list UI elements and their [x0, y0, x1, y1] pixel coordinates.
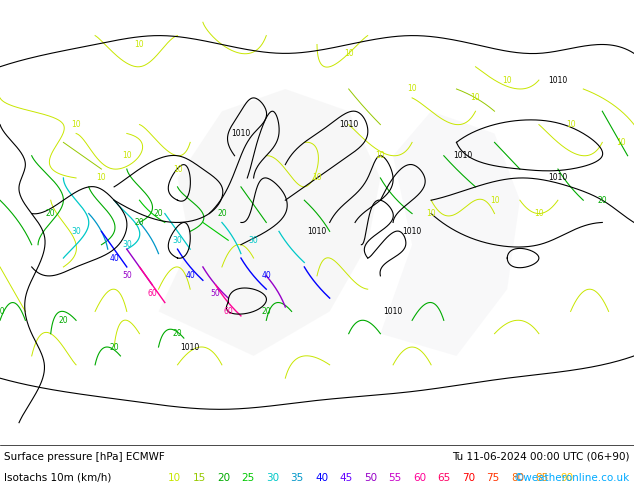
Text: 1010: 1010 — [548, 173, 567, 182]
Text: 60: 60 — [223, 307, 233, 316]
Text: Surface pressure [hPa] ECMWF: Surface pressure [hPa] ECMWF — [4, 452, 165, 462]
Text: 1010: 1010 — [453, 151, 472, 160]
Text: 1010: 1010 — [231, 129, 250, 138]
Text: 15: 15 — [193, 473, 206, 483]
Text: 55: 55 — [389, 473, 402, 483]
Text: 40: 40 — [315, 473, 328, 483]
Text: 65: 65 — [437, 473, 451, 483]
Text: 30: 30 — [266, 473, 279, 483]
Text: 30: 30 — [122, 240, 132, 249]
Text: Isotachs 10m (km/h): Isotachs 10m (km/h) — [4, 473, 112, 483]
Text: 90: 90 — [560, 473, 573, 483]
Text: 20: 20 — [217, 209, 227, 218]
Text: 60: 60 — [413, 473, 426, 483]
Text: 10: 10 — [134, 40, 145, 49]
Text: Tu 11-06-2024 00:00 UTC (06+90): Tu 11-06-2024 00:00 UTC (06+90) — [453, 452, 630, 462]
Text: 10: 10 — [375, 151, 385, 160]
Text: 60: 60 — [147, 289, 157, 298]
Text: 85: 85 — [536, 473, 549, 483]
Text: 10: 10 — [312, 173, 322, 182]
Text: 10: 10 — [407, 84, 417, 94]
Text: 10: 10 — [96, 173, 107, 182]
Text: 10: 10 — [616, 138, 626, 147]
Text: 10: 10 — [566, 120, 576, 129]
Text: 30: 30 — [172, 236, 183, 245]
Text: 40: 40 — [261, 271, 271, 280]
Text: 30: 30 — [249, 236, 259, 245]
Text: ©weatheronline.co.uk: ©weatheronline.co.uk — [514, 473, 630, 483]
Text: 35: 35 — [290, 473, 304, 483]
Text: 20: 20 — [58, 316, 68, 325]
Text: 1010: 1010 — [548, 75, 567, 85]
Text: 1010: 1010 — [181, 343, 200, 351]
Text: 40: 40 — [109, 253, 119, 263]
Text: 75: 75 — [486, 473, 500, 483]
Text: 10: 10 — [502, 75, 512, 85]
Text: 20: 20 — [46, 209, 56, 218]
Text: 1010: 1010 — [307, 227, 327, 236]
Text: 45: 45 — [339, 473, 353, 483]
Text: 20: 20 — [172, 329, 183, 338]
Text: 25: 25 — [242, 473, 255, 483]
Text: 80: 80 — [511, 473, 524, 483]
Text: 10: 10 — [172, 165, 183, 173]
Text: 10: 10 — [71, 120, 81, 129]
Text: 40: 40 — [185, 271, 195, 280]
Text: 1010: 1010 — [339, 120, 358, 129]
Text: 20: 20 — [217, 473, 230, 483]
Text: 20: 20 — [261, 307, 271, 316]
Text: 10: 10 — [534, 209, 544, 218]
Text: 30: 30 — [71, 227, 81, 236]
Text: 10: 10 — [168, 473, 181, 483]
Text: 1010: 1010 — [384, 307, 403, 316]
Text: 20: 20 — [597, 196, 607, 205]
Text: 70: 70 — [462, 473, 475, 483]
Text: 10: 10 — [470, 94, 481, 102]
Text: 10: 10 — [426, 209, 436, 218]
Text: 50: 50 — [364, 473, 377, 483]
Text: 20: 20 — [153, 209, 164, 218]
Text: 20: 20 — [0, 307, 5, 316]
Text: 10: 10 — [489, 196, 500, 205]
Text: 10: 10 — [122, 151, 132, 160]
Text: 1010: 1010 — [403, 227, 422, 236]
Text: 20: 20 — [109, 343, 119, 351]
Text: 50: 50 — [122, 271, 132, 280]
Text: 10: 10 — [344, 49, 354, 58]
Text: 50: 50 — [210, 289, 221, 298]
Text: 20: 20 — [134, 218, 145, 227]
